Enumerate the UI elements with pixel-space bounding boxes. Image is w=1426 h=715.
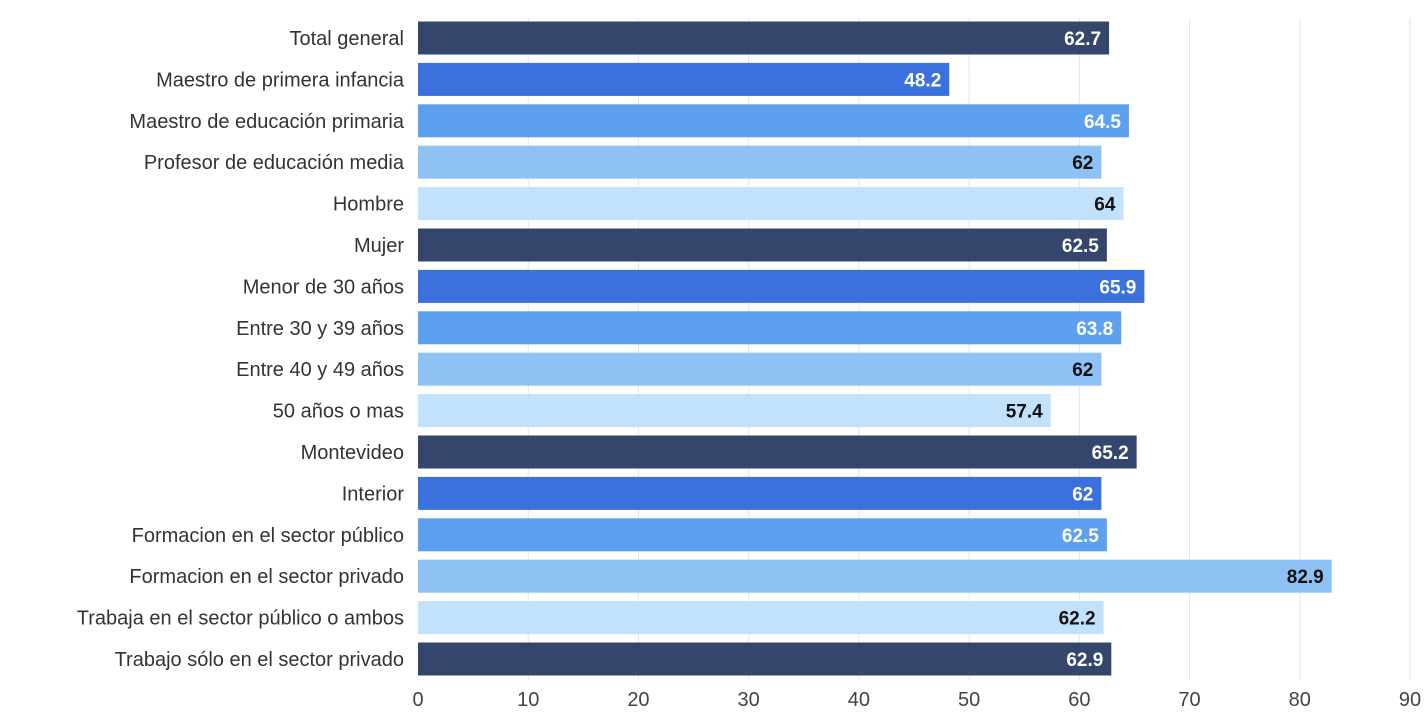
x-tick-label: 0: [412, 689, 423, 711]
value-label: 63.8: [1076, 319, 1113, 340]
value-label: 62: [1072, 153, 1093, 174]
value-label: 65.9: [1099, 277, 1136, 298]
bar: [418, 269, 1145, 303]
category-label: Interior: [342, 483, 405, 505]
bar: [418, 21, 1110, 55]
value-label: 64.5: [1084, 112, 1121, 133]
value-label: 62: [1072, 484, 1093, 505]
x-tick-label: 50: [958, 689, 980, 711]
category-label: Hombre: [333, 194, 404, 216]
value-label: 48.2: [904, 70, 941, 91]
category-label: Maestro de primera infancia: [156, 69, 405, 91]
value-label: 62.9: [1066, 650, 1103, 671]
category-label: Mujer: [354, 235, 404, 257]
category-label: Total general: [289, 28, 404, 50]
category-label: Trabaja en el sector público o ambos: [77, 608, 404, 630]
value-label: 62.5: [1062, 526, 1099, 547]
category-label: Maestro de educación primaria: [129, 111, 404, 133]
value-label: 82.9: [1287, 567, 1324, 588]
bars: [418, 21, 1332, 676]
x-tick-label: 20: [627, 689, 649, 711]
category-label: Entre 30 y 39 años: [236, 318, 404, 340]
bar: [418, 145, 1102, 179]
bar: [418, 352, 1102, 386]
bar: [418, 187, 1124, 221]
category-label: Entre 40 y 49 años: [236, 359, 404, 381]
category-label: 50 años o mas: [273, 401, 404, 423]
category-label: Formacion en el sector privado: [129, 566, 404, 588]
x-tick-label: 40: [848, 689, 870, 711]
x-tick-label: 30: [738, 689, 760, 711]
bar: [418, 311, 1122, 345]
value-labels: 62.748.264.5626462.565.963.86257.465.262…: [904, 29, 1323, 671]
category-labels: Total general Maestro de primera infancia…: [77, 28, 405, 671]
bar: [418, 394, 1051, 428]
bar: [418, 62, 950, 96]
bar: [418, 559, 1332, 593]
bar: [418, 435, 1137, 469]
category-label: Profesor de educación media: [144, 152, 405, 174]
value-label: 62.5: [1062, 236, 1099, 257]
category-label: Formacion en el sector público: [132, 525, 404, 547]
bar: [418, 642, 1112, 676]
value-label: 62.7: [1064, 29, 1101, 50]
value-label: 62.2: [1059, 609, 1096, 630]
category-label: Montevideo: [301, 442, 404, 464]
x-tick-label: 70: [1178, 689, 1200, 711]
bar: [418, 518, 1107, 552]
bar: [418, 104, 1129, 138]
value-label: 62: [1072, 360, 1093, 381]
bar: [418, 476, 1102, 510]
value-label: 64: [1094, 195, 1116, 216]
category-label: Menor de 30 años: [243, 276, 404, 298]
x-tick-label: 90: [1399, 689, 1421, 711]
bar: [418, 228, 1107, 262]
x-tick-label: 80: [1289, 689, 1311, 711]
value-label: 65.2: [1092, 443, 1129, 464]
x-tick-label: 10: [517, 689, 539, 711]
bar: [418, 601, 1104, 635]
x-axis-tick-labels: 0 10 20 30 40 50 60 70 80 90: [412, 689, 1421, 711]
value-label: 57.4: [1006, 402, 1043, 423]
category-label: Trabajo sólo en el sector privado: [115, 649, 404, 671]
x-tick-label: 60: [1068, 689, 1090, 711]
